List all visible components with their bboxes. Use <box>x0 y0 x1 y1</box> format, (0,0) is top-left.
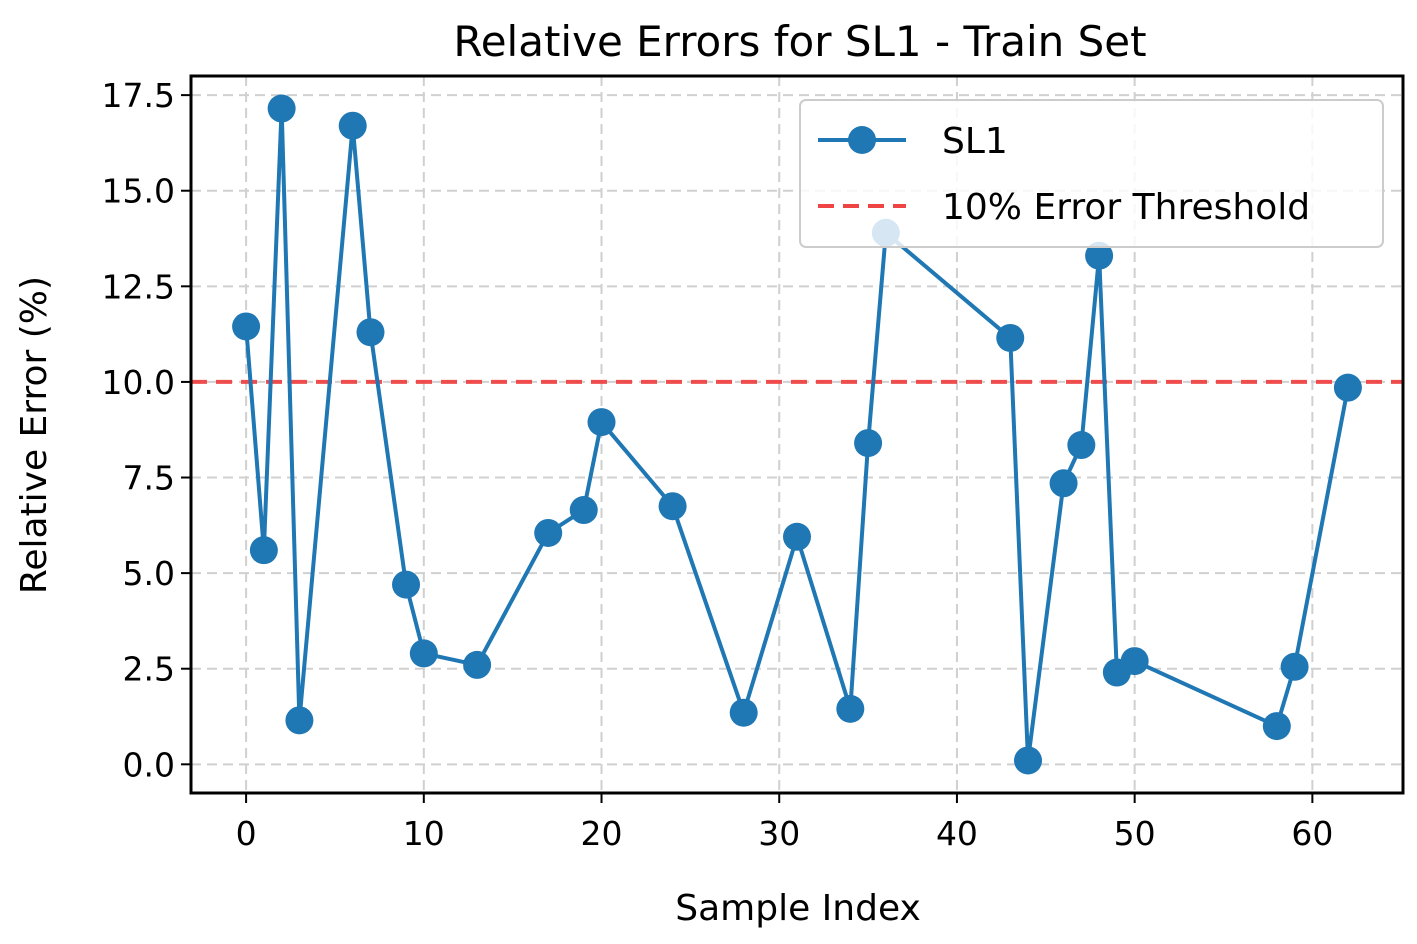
sl1-data-point <box>587 408 616 437</box>
legend-box <box>799 99 1384 248</box>
y-tick-label: 10.0 <box>102 363 175 402</box>
sl1-data-point <box>658 492 687 521</box>
y-tick-label: 2.5 <box>123 650 175 689</box>
x-tick-label: 40 <box>936 814 978 853</box>
sl1-data-point <box>285 706 314 735</box>
y-tick-label: 0.0 <box>123 745 175 784</box>
sl1-data-point <box>1280 652 1309 681</box>
x-tick-label: 30 <box>758 814 800 853</box>
sl1-data-point <box>267 94 296 123</box>
series-group <box>232 94 1362 775</box>
legend-sl1-label: SL1 <box>942 121 1008 162</box>
y-axis-label: Relative Error (%) <box>14 276 55 594</box>
legend-threshold-label: 10% Error Threshold <box>942 187 1310 228</box>
sl1-data-point <box>1262 712 1291 741</box>
sl1-data-point <box>1085 241 1114 270</box>
sl1-data-point <box>338 111 367 140</box>
y-axis-ticks: 0.0 2.5 5.0 7.5 10.0 12.5 15.0 17.5 <box>102 76 191 784</box>
x-tick-label: 10 <box>403 814 445 853</box>
legend-sl1-marker <box>848 126 876 154</box>
y-tick-label: 12.5 <box>102 267 175 306</box>
sl1-line <box>244 106 1350 763</box>
sl1-data-point <box>1049 469 1078 498</box>
sl1-data-point <box>463 650 492 679</box>
sl1-data-point <box>409 639 438 668</box>
sl1-data-point <box>1067 431 1096 460</box>
y-tick-label: 15.0 <box>102 172 175 211</box>
x-tick-label: 0 <box>236 814 257 853</box>
x-axis-ticks: 0 10 20 30 40 50 60 <box>236 793 1333 853</box>
sl1-data-point <box>1120 647 1149 676</box>
sl1-data-point <box>534 518 563 547</box>
x-tick-label: 50 <box>1114 814 1156 853</box>
sl1-data-point <box>996 323 1025 352</box>
chart-title: Relative Errors for SL1 - Train Set <box>453 17 1146 66</box>
sl1-data-point <box>836 694 865 723</box>
y-tick-label: 7.5 <box>123 459 175 498</box>
legend: SL1 10% Error Threshold <box>799 99 1384 248</box>
sl1-data-point <box>232 312 261 341</box>
plot-frame <box>189 74 1405 795</box>
sl1-data-point <box>249 536 278 565</box>
sl1-data-point <box>1014 746 1043 775</box>
sl1-data-point <box>392 570 421 599</box>
y-tick-label: 17.5 <box>102 76 175 115</box>
x-tick-label: 20 <box>581 814 623 853</box>
y-tick-label: 5.0 <box>123 554 175 593</box>
x-tick-label: 60 <box>1291 814 1333 853</box>
sl1-data-point <box>1333 373 1362 402</box>
sl1-data-point <box>729 698 758 727</box>
sl1-data-point <box>569 496 598 525</box>
sl1-data-point <box>854 429 883 458</box>
x-axis-label: Sample Index <box>675 888 921 929</box>
sl1-data-point <box>783 522 811 551</box>
sl1-data-point <box>356 318 385 347</box>
